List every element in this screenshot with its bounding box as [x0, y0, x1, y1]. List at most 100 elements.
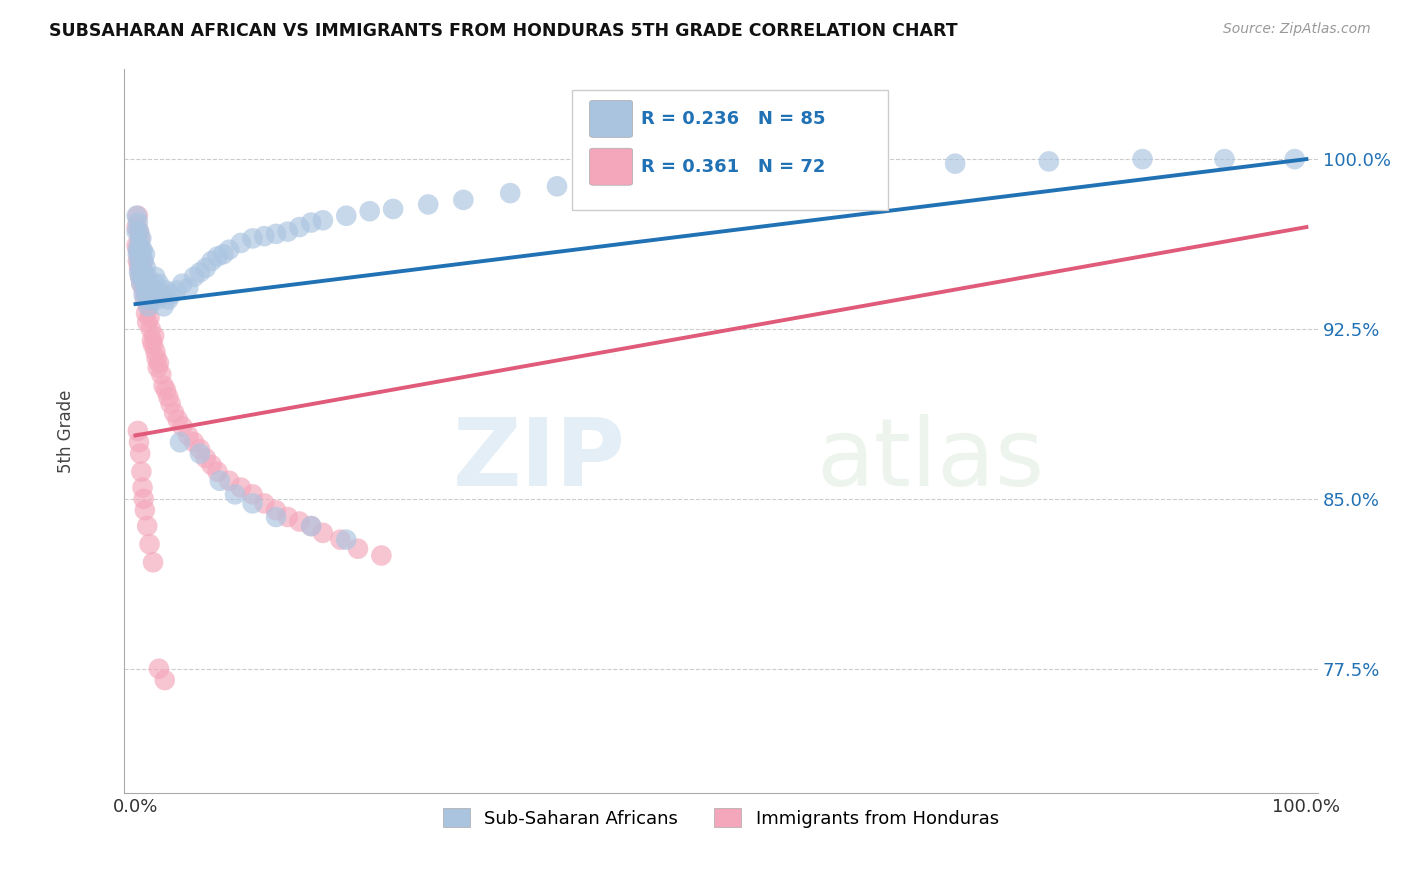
Point [218, 243, 240, 257]
Point [312, 525, 335, 540]
Point [136, 293, 159, 307]
Point [159, 397, 181, 411]
Point [136, 315, 159, 329]
Point [651, 170, 673, 185]
Point [242, 487, 264, 501]
Point [135, 260, 157, 275]
Point [157, 390, 180, 404]
Point [145, 269, 167, 284]
Point [134, 247, 156, 261]
Text: atlas: atlas [817, 414, 1045, 506]
Point [183, 269, 205, 284]
Point [1284, 152, 1306, 166]
Point [131, 243, 153, 257]
Point [145, 344, 167, 359]
Point [299, 519, 322, 533]
Point [710, 166, 733, 180]
Point [208, 474, 231, 488]
Point [288, 515, 311, 529]
Point [135, 288, 157, 302]
Point [128, 260, 150, 275]
Point [146, 360, 169, 375]
Point [229, 481, 252, 495]
Point [138, 299, 160, 313]
Point [312, 213, 335, 227]
Point [127, 424, 149, 438]
Point [943, 156, 966, 170]
Point [335, 533, 357, 547]
Point [138, 310, 160, 325]
Point [142, 555, 165, 569]
Point [1038, 154, 1060, 169]
Point [148, 662, 170, 676]
Point [299, 215, 322, 229]
Point [146, 284, 169, 298]
Point [194, 260, 217, 275]
Point [131, 481, 153, 495]
Point [128, 225, 150, 239]
Point [418, 197, 440, 211]
Point [136, 293, 159, 307]
Point [242, 231, 264, 245]
Point [132, 265, 155, 279]
Point [129, 269, 152, 284]
Text: R = 0.236   N = 85: R = 0.236 N = 85 [641, 111, 825, 128]
Point [139, 322, 162, 336]
Point [145, 351, 167, 366]
Point [188, 265, 211, 279]
Point [129, 269, 152, 284]
Point [131, 231, 153, 245]
Point [128, 235, 150, 250]
FancyBboxPatch shape [589, 148, 633, 186]
Point [134, 503, 156, 517]
Point [132, 269, 155, 284]
Point [188, 447, 211, 461]
Point [131, 269, 153, 284]
Point [218, 474, 240, 488]
Point [592, 175, 614, 189]
Point [359, 204, 381, 219]
Point [132, 288, 155, 302]
Point [370, 549, 392, 563]
Point [135, 284, 157, 298]
Point [155, 284, 177, 298]
Point [152, 299, 174, 313]
Point [163, 406, 186, 420]
Text: R = 0.361   N = 72: R = 0.361 N = 72 [641, 158, 825, 176]
Point [131, 254, 153, 268]
Point [132, 284, 155, 298]
Point [135, 306, 157, 320]
Point [152, 378, 174, 392]
Point [546, 179, 568, 194]
Point [166, 412, 188, 426]
Point [172, 277, 194, 291]
Point [138, 277, 160, 291]
Point [780, 161, 803, 176]
Point [150, 288, 173, 302]
Point [127, 243, 149, 257]
Point [128, 225, 150, 239]
Point [138, 299, 160, 313]
Point [129, 231, 152, 245]
Point [136, 519, 159, 533]
Point [143, 328, 166, 343]
Point [207, 250, 229, 264]
Point [150, 368, 173, 382]
Legend: Sub-Saharan Africans, Immigrants from Honduras: Sub-Saharan Africans, Immigrants from Ho… [436, 801, 1007, 835]
Point [329, 533, 352, 547]
Point [145, 293, 167, 307]
Point [229, 235, 252, 250]
Point [177, 281, 200, 295]
Point [134, 277, 156, 291]
Point [183, 435, 205, 450]
Point [125, 220, 148, 235]
Point [177, 428, 200, 442]
Text: ZIP: ZIP [453, 414, 626, 506]
Point [157, 293, 180, 307]
Point [138, 537, 160, 551]
Point [299, 519, 322, 533]
Point [212, 247, 235, 261]
Point [253, 496, 276, 510]
Point [166, 284, 188, 298]
Point [131, 260, 153, 275]
